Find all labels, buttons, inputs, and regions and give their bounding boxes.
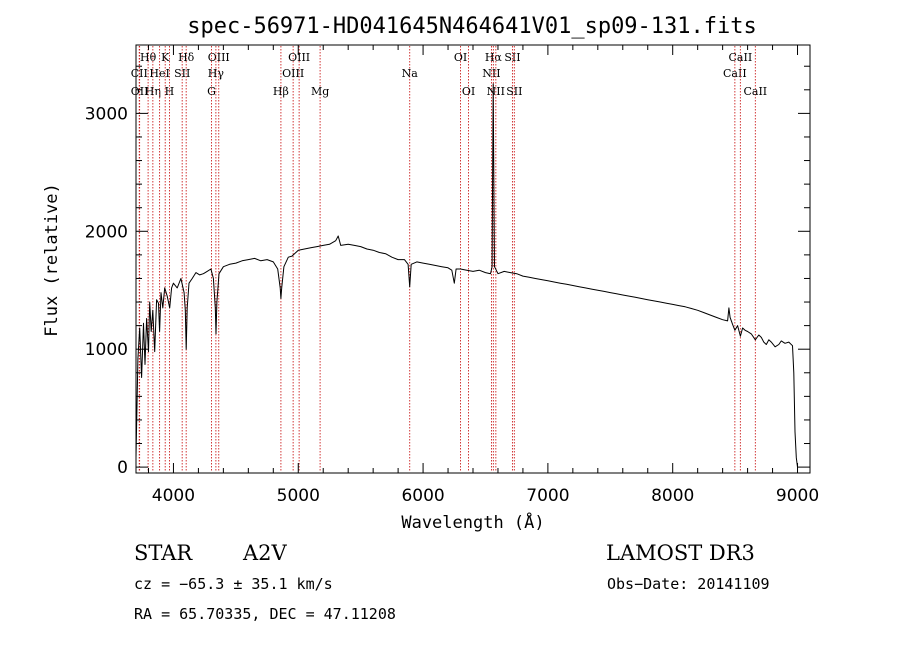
line-marker-label: Hα (485, 51, 503, 64)
spectrum-line (135, 83, 798, 468)
line-marker-label: SII (174, 67, 190, 80)
object-subclass: A2V (242, 541, 288, 565)
x-tick-label: 7000 (526, 486, 569, 506)
line-marker-label: CaII (743, 85, 767, 98)
x-tick-label: 4000 (152, 486, 195, 506)
x-axis-label: Wavelength (Å) (401, 511, 544, 533)
line-marker-label: Hη (145, 85, 161, 98)
line-marker-label: OIII (208, 51, 230, 64)
y-tick-label: 3000 (85, 104, 128, 124)
line-marker-label: HeI (149, 67, 169, 80)
line-marker-label: H (165, 85, 175, 98)
plot-frame (135, 44, 811, 474)
redshift-readout: cz = −65.3 ± 35.1 km/s (134, 575, 333, 593)
x-tick-label: 8000 (651, 486, 694, 506)
line-marker-label: Mg (311, 85, 329, 98)
line-marker-label: OIII (282, 67, 304, 80)
y-tick-labels: 0 1000 2000 3000 (85, 104, 128, 478)
line-marker-label: K (161, 51, 170, 64)
line-marker-label: CaII (723, 67, 747, 80)
y-tick-label: 2000 (85, 222, 128, 242)
line-marker-label: Hβ (273, 85, 289, 98)
axis-ticks (136, 45, 810, 473)
spectrum-series (135, 83, 798, 468)
line-marker-label: SII (506, 85, 522, 98)
line-marker-label: Hδ (178, 51, 195, 64)
line-marker-label: OII (131, 85, 149, 98)
line-marker-label: NII (487, 85, 505, 98)
survey-name: LAMOST DR3 (606, 541, 755, 565)
y-axis-label: Flux (relative) (42, 183, 62, 337)
line-marker-label: CaII (729, 51, 753, 64)
x-tick-label: 5000 (277, 486, 320, 506)
chart-title: spec-56971-HD041645N464641V01_sp09-131.f… (187, 14, 757, 39)
line-markers: HθHηCIIOIIHeIKHSIIHδOIIIHγGHβOIIIOIIIMgN… (131, 46, 767, 472)
y-tick-label: 1000 (85, 340, 128, 360)
line-marker-label: OIII (288, 51, 310, 64)
line-marker-label: OI (454, 51, 467, 64)
line-marker-label: Hθ (140, 51, 157, 64)
line-marker-label: Hγ (208, 67, 225, 80)
line-marker-label: Na (402, 67, 419, 80)
line-marker-label: OI (462, 85, 475, 98)
object-class: STAR (134, 541, 193, 565)
line-marker-label: SII (504, 51, 520, 64)
x-tick-label: 6000 (401, 486, 444, 506)
x-tick-label: 9000 (776, 486, 819, 506)
obs-date: Obs−Date: 20141109 (607, 575, 770, 593)
x-tick-labels: 4000 5000 6000 7000 8000 9000 (152, 486, 819, 506)
line-marker-label: G (207, 85, 216, 98)
coordinates: RA = 65.70335, DEC = 47.11208 (134, 605, 396, 623)
y-tick-label: 0 (117, 458, 128, 478)
line-marker-label: NII (482, 67, 500, 80)
